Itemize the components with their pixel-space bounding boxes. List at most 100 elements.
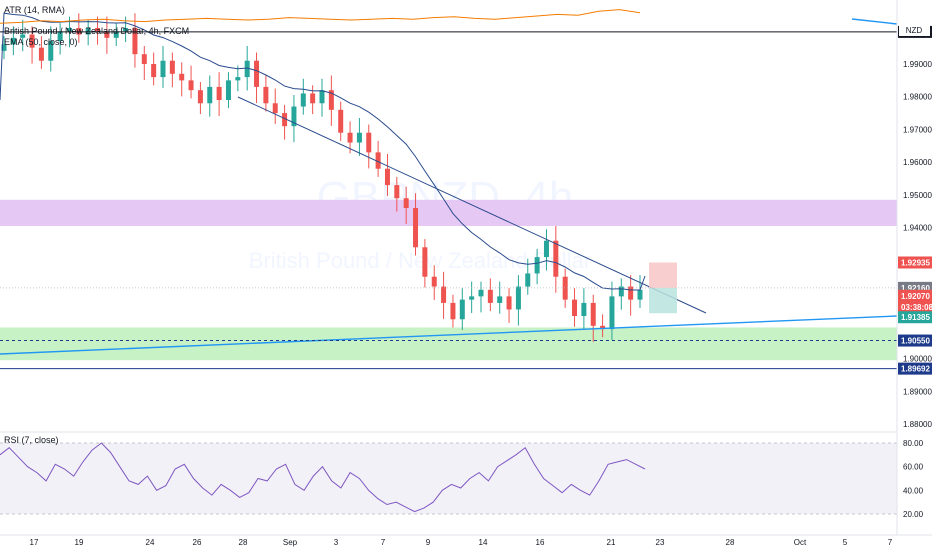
- candle-body[interactable]: [553, 240, 559, 277]
- candle-body[interactable]: [48, 41, 54, 61]
- time-axis[interactable]: 17 19 24 26 28 Sep 3 7 9 14 16 21 23 28 Oct 5 7: [30, 538, 893, 547]
- candle-body[interactable]: [95, 28, 101, 32]
- position-target-area[interactable]: [649, 287, 677, 314]
- candle-body[interactable]: [525, 273, 531, 287]
- time-tick-label: 26: [193, 538, 202, 547]
- candle-body[interactable]: [384, 168, 390, 186]
- candle-body[interactable]: [282, 113, 288, 127]
- candle-body[interactable]: [188, 80, 194, 91]
- candle-body[interactable]: [235, 77, 241, 81]
- candle-body[interactable]: [179, 73, 185, 81]
- candle-body[interactable]: [600, 325, 606, 330]
- price-tick-label: 1.95000: [903, 191, 932, 200]
- candle-body[interactable]: [76, 28, 82, 35]
- candle-body[interactable]: [431, 276, 437, 287]
- target-tag-bg: [898, 311, 932, 324]
- last-price-tag-bg: [898, 289, 932, 302]
- candle-body[interactable]: [347, 132, 353, 143]
- candle-body[interactable]: [57, 31, 63, 42]
- candle-body[interactable]: [310, 93, 316, 104]
- candle-body[interactable]: [356, 132, 362, 143]
- candle-body[interactable]: [104, 31, 110, 38]
- time-tick-label: 28: [726, 538, 735, 547]
- candle-body[interactable]: [66, 28, 72, 32]
- candle-body[interactable]: [497, 296, 503, 303]
- candle-body[interactable]: [197, 90, 203, 104]
- symbol-title[interactable]: British Pound / New Zealand Dollar, 4h, …: [4, 26, 189, 36]
- candle-body[interactable]: [328, 90, 334, 110]
- candle-body[interactable]: [637, 289, 643, 300]
- candle-body[interactable]: [123, 28, 129, 32]
- target-tag: 1.91385: [901, 313, 930, 322]
- candle-body[interactable]: [338, 109, 344, 133]
- candle-body[interactable]: [244, 60, 250, 78]
- candle-body[interactable]: [543, 240, 549, 258]
- candle-body[interactable]: [263, 86, 269, 104]
- rising-trendline[interactable]: [0, 315, 898, 355]
- candle-body[interactable]: [515, 286, 521, 310]
- rsi-tick-label: 20.00: [903, 510, 924, 519]
- candle-body[interactable]: [151, 64, 157, 78]
- candle-body[interactable]: [300, 93, 306, 107]
- candle-body[interactable]: [394, 185, 400, 199]
- atr-legend[interactable]: ATR (14, RMA): [4, 5, 65, 15]
- candle-body[interactable]: [422, 247, 428, 277]
- time-tick-label: 16: [536, 538, 545, 547]
- price-tick-label: 1.88000: [903, 420, 932, 429]
- candle-body[interactable]: [572, 299, 578, 316]
- candle-body[interactable]: [291, 106, 297, 127]
- channel-trendline[interactable]: [237, 96, 707, 314]
- candle-body[interactable]: [160, 60, 166, 78]
- candle-body[interactable]: [487, 289, 493, 303]
- candle-body[interactable]: [132, 28, 138, 55]
- candle-body[interactable]: [590, 302, 596, 326]
- candle-body[interactable]: [413, 208, 419, 248]
- candle-body[interactable]: [375, 152, 381, 169]
- price-tick-label: 1.90000: [903, 355, 932, 364]
- bottom-line-tag: 1.89692: [901, 365, 930, 374]
- candle-body[interactable]: [319, 90, 325, 104]
- time-tick-label: Sep: [283, 538, 298, 547]
- rsi-tick-label: 40.00: [903, 486, 924, 495]
- candle-body[interactable]: [478, 289, 484, 297]
- candle-body[interactable]: [581, 302, 587, 316]
- candle-body[interactable]: [609, 296, 615, 330]
- ema-line[interactable]: [0, 12, 646, 291]
- rsi-ticks-group: 80.00 60.00 40.00 20.00: [903, 439, 924, 519]
- support-zone[interactable]: [0, 327, 897, 361]
- ema-legend[interactable]: EMA (50, close, 0): [4, 37, 78, 47]
- resistance-zone[interactable]: [0, 199, 897, 226]
- position-stop-area[interactable]: [649, 262, 677, 288]
- upper-trendline[interactable]: [851, 18, 898, 25]
- candle-body[interactable]: [441, 286, 447, 303]
- rsi-legend[interactable]: RSI (7, close): [4, 435, 59, 445]
- candle-body[interactable]: [459, 299, 465, 320]
- candle-body[interactable]: [450, 302, 456, 320]
- candle-body[interactable]: [10, 37, 16, 45]
- candle-body[interactable]: [469, 296, 475, 300]
- candle-body[interactable]: [272, 103, 278, 114]
- candle-body[interactable]: [141, 54, 147, 64]
- price-tick-label: 1.94000: [903, 224, 932, 233]
- candle-body[interactable]: [169, 60, 175, 74]
- candle-body[interactable]: [254, 60, 260, 87]
- candle-body[interactable]: [207, 86, 213, 104]
- candle-body[interactable]: [20, 34, 26, 38]
- candle-body[interactable]: [38, 47, 44, 61]
- candle-body[interactable]: [366, 132, 372, 153]
- candle-body[interactable]: [85, 28, 91, 35]
- candle-body[interactable]: [628, 286, 634, 300]
- candle-body[interactable]: [506, 296, 512, 310]
- candle-body[interactable]: [562, 276, 568, 300]
- candle-body[interactable]: [29, 34, 35, 48]
- candle-body[interactable]: [534, 257, 540, 274]
- stop-tag-bg: [898, 256, 932, 269]
- candle-body[interactable]: [113, 31, 119, 38]
- price-axis[interactable]: [897, 0, 932, 550]
- candle-body[interactable]: [225, 80, 231, 100]
- candle-body[interactable]: [403, 198, 409, 208]
- candle-body[interactable]: [618, 286, 624, 297]
- candle-body[interactable]: [1, 44, 7, 51]
- candle-body[interactable]: [216, 86, 222, 100]
